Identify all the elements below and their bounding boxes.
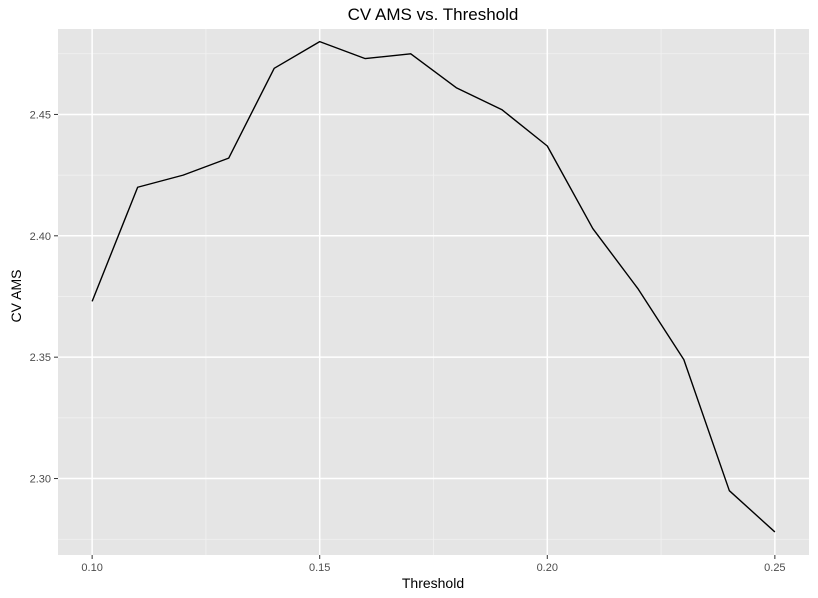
x-tick-label: 0.15: [309, 562, 330, 574]
x-tick-label: 0.10: [81, 562, 102, 574]
grid-minor: [58, 29, 809, 555]
y-tick-label: 2.45: [30, 109, 51, 121]
grid-major: [58, 29, 809, 555]
chart-title: CV AMS vs. Threshold: [348, 5, 519, 24]
y-tick-label: 2.30: [30, 474, 51, 486]
x-tick-label: 0.20: [537, 562, 558, 574]
y-tick-label: 2.40: [30, 231, 51, 243]
series-line: [91, 40, 776, 533]
y-axis-title: CV AMS: [8, 270, 24, 323]
x-tick-label: 0.25: [764, 562, 785, 574]
x-axis: 0.10 0.15 0.20 0.25: [81, 555, 786, 574]
y-axis: 2.30 2.35 2.40 2.45: [30, 109, 58, 486]
series-layer: [91, 40, 776, 533]
x-axis-title: Threshold: [402, 575, 464, 591]
y-tick-label: 2.35: [30, 352, 51, 364]
